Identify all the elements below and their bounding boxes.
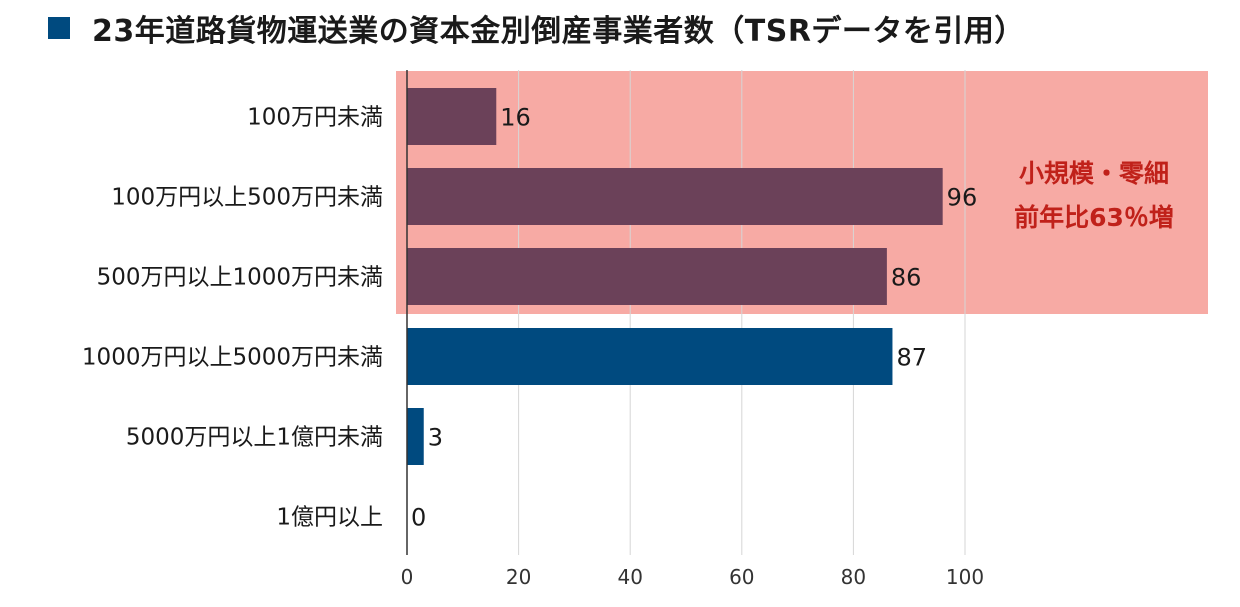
value-label: 16 xyxy=(500,104,531,132)
x-tick-label: 80 xyxy=(841,565,866,589)
value-label: 0 xyxy=(411,504,426,532)
x-tick-label: 100 xyxy=(946,565,984,589)
x-tick-label: 60 xyxy=(729,565,754,589)
bar xyxy=(407,248,887,305)
x-tick-label: 40 xyxy=(617,565,642,589)
legend-swatch xyxy=(48,17,70,39)
chart-title: 23年道路貨物運送業の資本金別倒産事業者数（TSRデータを引用） xyxy=(92,14,1025,49)
value-label: 86 xyxy=(891,264,922,292)
category-label: 500万円以上1000万円未満 xyxy=(97,265,383,291)
category-label: 5000万円以上1億円未満 xyxy=(126,425,383,451)
category-label: 100万円以上500万円未満 xyxy=(111,185,383,211)
value-label: 87 xyxy=(896,344,927,372)
legend: 23年道路貨物運送業の資本金別倒産事業者数（TSRデータを引用） xyxy=(48,8,1025,49)
category-label: 1000万円以上5000万円未満 xyxy=(82,345,383,371)
bars xyxy=(407,88,943,465)
bar xyxy=(407,328,893,385)
annotation-line-2: 前年比63％増 xyxy=(1014,203,1174,232)
category-label: 100万円未満 xyxy=(247,105,383,131)
annotation-line-1: 小規模・零細 xyxy=(1019,159,1169,188)
category-label: 1億円以上 xyxy=(276,505,383,531)
category-labels: 100万円未満 100万円以上500万円未満 500万円以上1000万円未満 1000… xyxy=(82,105,383,531)
x-tick-label: 20 xyxy=(506,565,531,589)
value-label: 96 xyxy=(947,184,978,212)
grid-lines xyxy=(518,70,966,555)
bar xyxy=(407,408,424,465)
bar xyxy=(407,88,497,145)
x-tick-label: 0 xyxy=(401,565,414,589)
value-labels: 16 96 86 87 3 0 xyxy=(411,104,977,532)
value-label: 3 xyxy=(428,424,443,452)
x-tick-labels: 0 20 40 60 80 100 xyxy=(401,565,984,589)
bar xyxy=(407,168,943,225)
